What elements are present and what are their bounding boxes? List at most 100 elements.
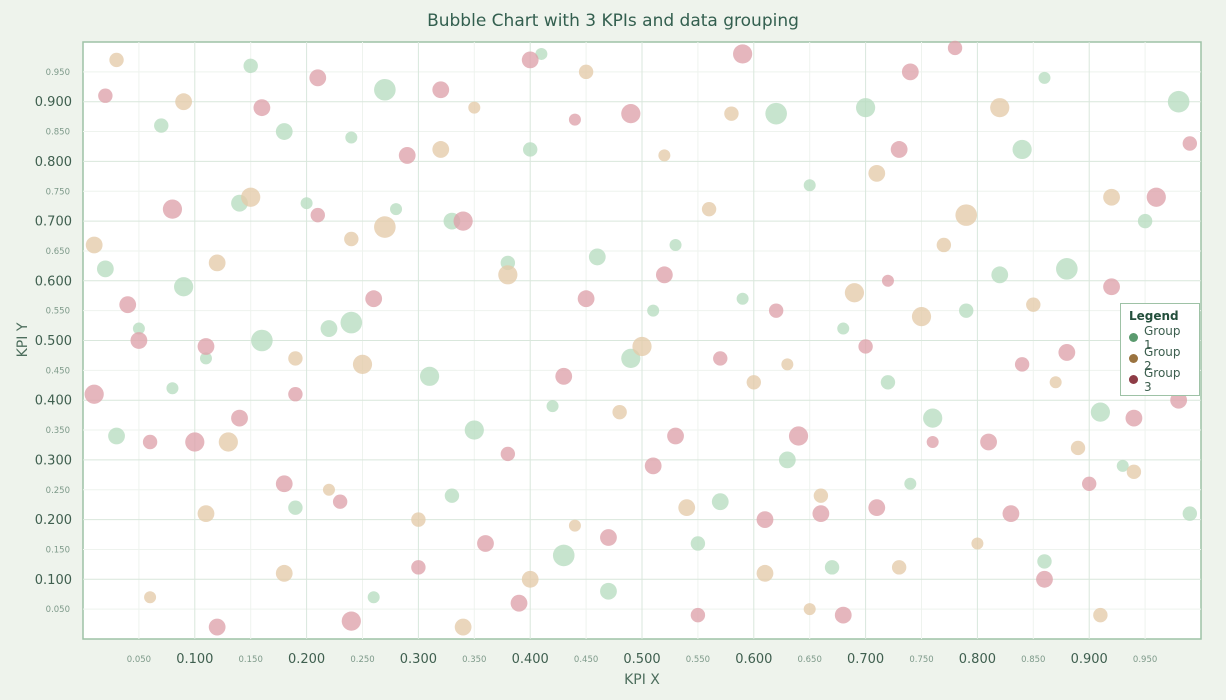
bubble[interactable]: [411, 512, 426, 527]
bubble[interactable]: [667, 427, 684, 445]
bubble[interactable]: [468, 101, 481, 114]
bubble[interactable]: [647, 304, 660, 317]
bubble[interactable]: [803, 179, 816, 192]
bubble[interactable]: [980, 433, 997, 451]
bubble[interactable]: [756, 564, 774, 582]
bubble[interactable]: [432, 81, 450, 99]
bubble[interactable]: [713, 351, 728, 366]
bubble[interactable]: [1082, 476, 1097, 491]
bubble[interactable]: [288, 351, 303, 366]
bubble[interactable]: [690, 536, 706, 551]
bubble[interactable]: [523, 142, 538, 157]
bubble[interactable]: [578, 64, 594, 80]
bubble[interactable]: [1146, 187, 1166, 207]
bubble[interactable]: [837, 322, 850, 335]
bubble[interactable]: [365, 290, 383, 308]
bubble[interactable]: [1182, 506, 1198, 521]
bubble[interactable]: [1182, 136, 1198, 151]
bubble[interactable]: [971, 537, 984, 550]
bubble[interactable]: [185, 432, 205, 452]
bubble[interactable]: [85, 236, 103, 254]
bubble[interactable]: [552, 544, 575, 567]
bubble[interactable]: [288, 500, 303, 515]
bubble[interactable]: [600, 582, 617, 600]
bubble[interactable]: [655, 266, 673, 284]
bubble[interactable]: [658, 149, 671, 162]
bubble[interactable]: [197, 338, 215, 355]
bubble[interactable]: [1103, 188, 1120, 206]
bubble[interactable]: [612, 404, 627, 420]
bubble[interactable]: [1026, 297, 1041, 312]
bubble[interactable]: [208, 618, 226, 636]
bubble[interactable]: [788, 426, 809, 446]
legend-item-group-2[interactable]: Group 2: [1129, 345, 1191, 373]
bubble[interactable]: [733, 44, 753, 64]
bubble[interactable]: [199, 352, 212, 365]
bubble[interactable]: [310, 207, 325, 223]
bubble[interactable]: [218, 432, 238, 452]
bubble[interactable]: [891, 560, 907, 575]
bubble[interactable]: [162, 199, 183, 219]
bubble[interactable]: [1002, 505, 1020, 523]
bubble[interactable]: [344, 231, 359, 247]
bubble[interactable]: [130, 332, 148, 349]
bubble[interactable]: [174, 277, 194, 297]
bubble[interactable]: [1049, 376, 1062, 389]
bubble[interactable]: [166, 382, 179, 395]
bubble[interactable]: [991, 266, 1009, 284]
bubble[interactable]: [241, 187, 261, 207]
bubble[interactable]: [813, 488, 829, 503]
bubble[interactable]: [856, 98, 876, 118]
bubble[interactable]: [332, 494, 348, 509]
bubble[interactable]: [632, 336, 652, 357]
bubble[interactable]: [132, 322, 145, 335]
bubble[interactable]: [340, 311, 363, 334]
bubble[interactable]: [374, 78, 396, 101]
bubble[interactable]: [1093, 607, 1108, 623]
bubble[interactable]: [768, 303, 784, 318]
bubble[interactable]: [588, 248, 606, 266]
bubble[interactable]: [904, 477, 917, 490]
bubble[interactable]: [175, 93, 193, 111]
bubble[interactable]: [108, 427, 125, 445]
bubble[interactable]: [1090, 402, 1110, 422]
bubble[interactable]: [701, 201, 717, 217]
bubble[interactable]: [858, 339, 873, 354]
bubble[interactable]: [1103, 278, 1120, 296]
bubble[interactable]: [275, 475, 293, 493]
bubble[interactable]: [345, 131, 358, 144]
bubble[interactable]: [119, 296, 137, 314]
bubble[interactable]: [154, 118, 169, 133]
bubble[interactable]: [644, 457, 662, 475]
bubble[interactable]: [411, 560, 426, 575]
bubble[interactable]: [690, 607, 706, 623]
legend-item-group-3[interactable]: Group 3: [1129, 366, 1191, 394]
bubble[interactable]: [320, 320, 338, 337]
bubble[interactable]: [521, 51, 539, 69]
bubble[interactable]: [959, 303, 974, 318]
bubble[interactable]: [208, 254, 226, 272]
bubble[interactable]: [231, 409, 248, 427]
bubble[interactable]: [880, 375, 896, 390]
bubble[interactable]: [778, 451, 796, 469]
bubble[interactable]: [1170, 391, 1188, 409]
bubble[interactable]: [275, 564, 293, 582]
bubble[interactable]: [510, 594, 528, 612]
bubble[interactable]: [352, 354, 373, 374]
bubble[interactable]: [1056, 258, 1078, 280]
bubble[interactable]: [1070, 440, 1086, 456]
bubble[interactable]: [341, 611, 361, 631]
bubble[interactable]: [477, 535, 494, 552]
bubble[interactable]: [390, 203, 403, 216]
bubble[interactable]: [98, 88, 113, 103]
bubble[interactable]: [453, 211, 473, 231]
bubble[interactable]: [300, 197, 313, 210]
bubble[interactable]: [1116, 459, 1129, 472]
bubble[interactable]: [756, 511, 774, 528]
bubble[interactable]: [1038, 71, 1051, 84]
bubble[interactable]: [419, 366, 440, 386]
bubble[interactable]: [1167, 90, 1190, 113]
bubble[interactable]: [568, 113, 581, 126]
bubble[interactable]: [1126, 464, 1142, 480]
bubble[interactable]: [1037, 554, 1052, 569]
